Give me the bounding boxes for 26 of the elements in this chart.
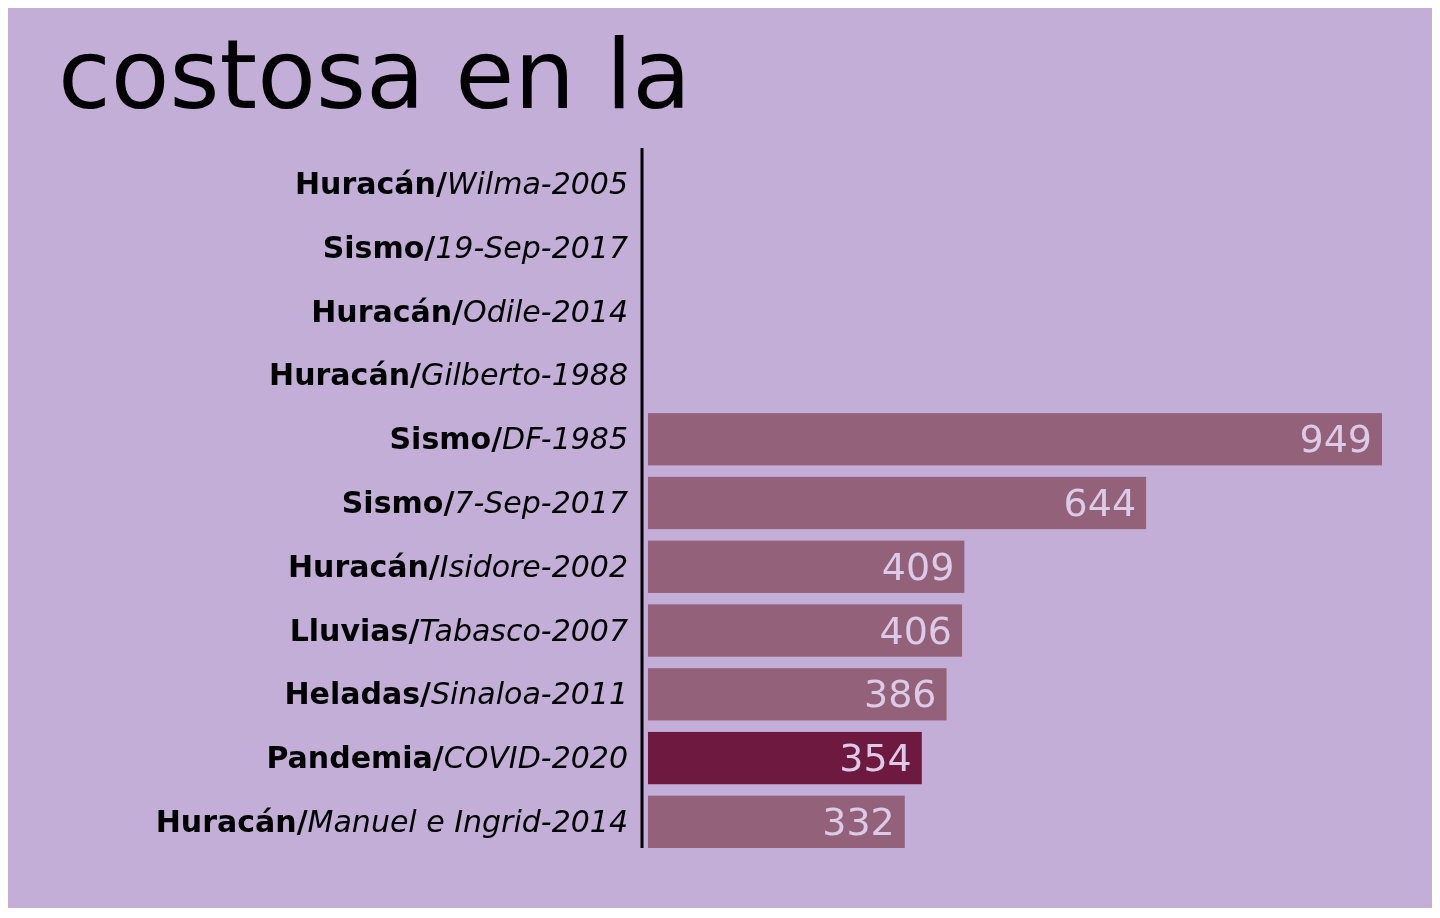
data-label: 332: [822, 799, 895, 844]
y-tick-label: Pandemia/COVID-2020: [266, 740, 628, 776]
y-tick-label: Huracán/Gilberto-1988: [269, 357, 628, 393]
y-tick-label: Sismo/DF-1985: [389, 421, 628, 457]
bar: [648, 604, 963, 657]
y-tick-label: Huracán/Wilma-2005: [295, 166, 628, 202]
y-tick-label: Sismo/19-Sep-2017: [322, 229, 628, 265]
bar: [648, 795, 905, 848]
data-label: 644: [1063, 481, 1137, 525]
bar: [648, 668, 947, 721]
y-tick-label: Sismo/7-Sep-2017: [341, 485, 628, 520]
chart-title: costosa en la: [58, 19, 692, 131]
y-tick-label: Huracán/Odile-2014: [311, 293, 628, 329]
y-tick-label: Huracán/Manuel e Ingrid-2014: [155, 803, 628, 839]
data-label: 406: [879, 608, 953, 653]
bar: [648, 413, 1382, 466]
bar: [648, 540, 965, 593]
data-label: 949: [1299, 417, 1372, 462]
y-tick-label: Lluvias/Tabasco-2007: [289, 612, 628, 648]
y-tick-label: Huracán/Isidore-2002: [287, 548, 628, 584]
data-label: 386: [864, 672, 937, 717]
bar: [648, 476, 1147, 530]
y-tick-label: Heladas/Sinaloa-2011: [284, 676, 628, 712]
data-label: 354: [839, 736, 912, 781]
bar: [648, 731, 922, 785]
data-label: 409: [881, 544, 955, 589]
